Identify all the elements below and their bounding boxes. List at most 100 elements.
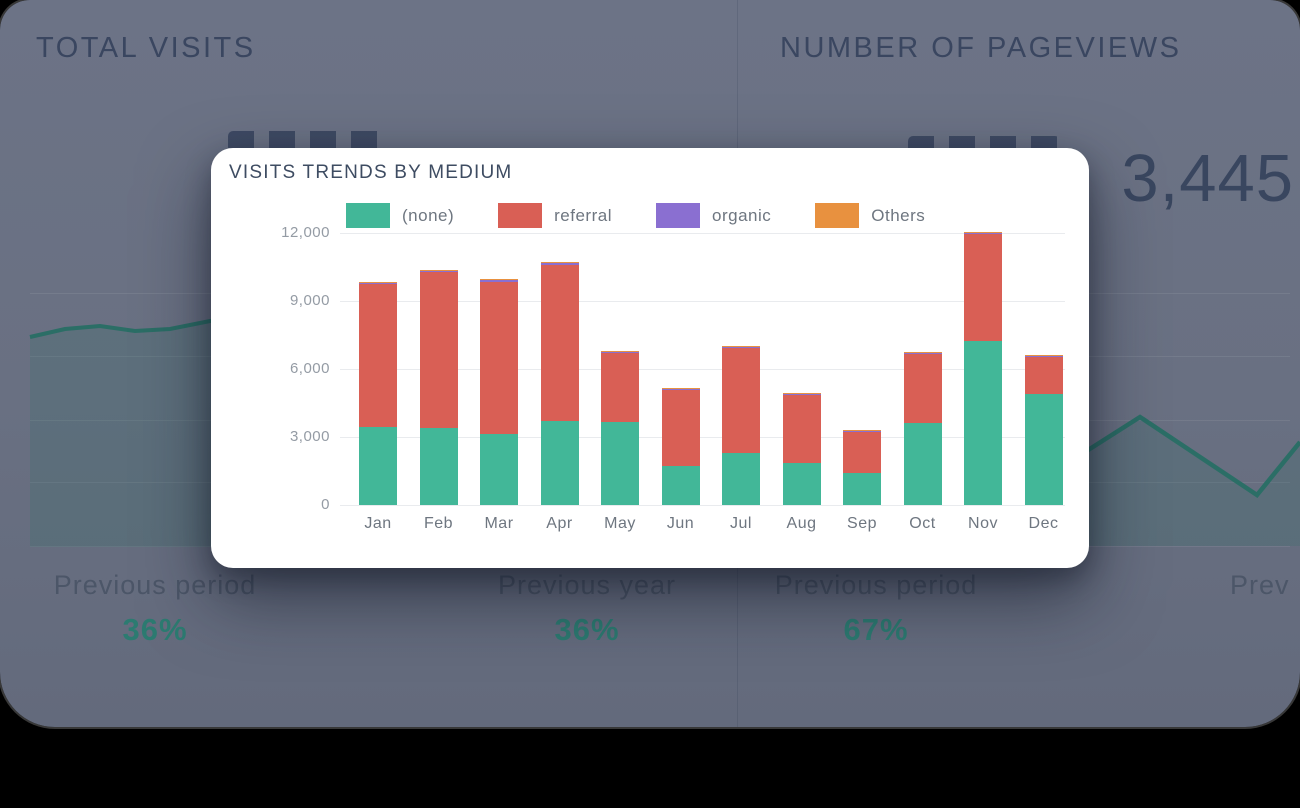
visits-trends-modal: VISITS TRENDS BY MEDIUM (none) referral or…	[211, 148, 1089, 568]
bar-segment-none-may	[601, 422, 639, 505]
y-axis-tick: 12,000	[281, 224, 330, 241]
bar-jun[interactable]	[661, 233, 700, 505]
bar-nov[interactable]	[964, 231, 1002, 505]
x-axis-tick-jan: Jan	[364, 515, 392, 532]
bar-segment-none-sep	[843, 473, 881, 505]
x-axis-tick-may: May	[604, 515, 636, 532]
bar-segment-organic-jan	[359, 282, 397, 284]
bar-segment-organic-apr	[540, 263, 579, 265]
bar-jan[interactable]	[359, 233, 397, 505]
x-axis-tick-dec: Dec	[1028, 515, 1059, 532]
bar-segment-referral-sep	[843, 432, 881, 474]
bar-segment-referral-aug	[782, 394, 821, 464]
bar-segment-Others-jul	[722, 346, 760, 348]
legend-label: Others	[871, 205, 926, 225]
bar-segment-Others-mar	[480, 279, 518, 281]
y-axis-tick: 0	[321, 496, 330, 513]
legend-item-organic[interactable]: organic	[656, 203, 771, 228]
chart-gridline	[340, 437, 1065, 438]
bar-feb[interactable]	[419, 233, 458, 505]
bar-apr[interactable]	[540, 233, 579, 505]
compare-label: Previous period	[53, 570, 257, 600]
x-axis-tick-mar: Mar	[484, 515, 514, 532]
pageviews-line-chart	[1059, 414, 1300, 546]
bar-segment-Others-jun	[661, 388, 700, 389]
legend-item-none[interactable]: (none)	[346, 203, 454, 228]
bar-segment-referral-oct	[903, 354, 942, 424]
bar-segment-organic-mar	[480, 280, 518, 282]
compare-label-clipped: Prev	[1230, 570, 1290, 600]
bar-segment-referral-apr	[540, 264, 579, 422]
bar-segment-organic-jul	[722, 347, 760, 349]
bar-may[interactable]	[601, 233, 639, 505]
chart-legend: (none) referral organic Others	[346, 203, 925, 228]
bar-segment-referral-mar	[480, 281, 518, 434]
bar-segment-none-apr	[540, 421, 579, 505]
bar-segment-organic-may	[601, 351, 639, 353]
y-axis-tick: 6,000	[289, 360, 330, 377]
compare-label: Previous year	[497, 570, 677, 600]
bar-segment-Others-jan	[359, 281, 397, 283]
chart-gridline	[340, 301, 1065, 302]
legend-swatch	[498, 203, 543, 228]
pageviews-title: NUMBER OF PAGEVIEWS	[780, 32, 1182, 64]
bar-segment-referral-jan	[359, 283, 397, 427]
y-axis-tick: 9,000	[289, 292, 330, 309]
bar-segment-Others-sep	[843, 430, 881, 431]
bar-segment-referral-jul	[722, 348, 760, 453]
bar-segment-none-feb	[419, 427, 458, 505]
bar-segment-referral-nov	[964, 233, 1002, 341]
bar-segment-none-nov	[964, 340, 1002, 505]
legend-swatch	[815, 203, 860, 228]
bar-segment-Others-oct	[903, 352, 942, 353]
clipped-pageviews-number	[908, 136, 1060, 148]
chart-gridline	[340, 505, 1065, 506]
x-axis-tick-sep: Sep	[847, 515, 877, 532]
legend-item-Others[interactable]: Others	[815, 203, 925, 228]
compare-label: Previous period	[774, 570, 978, 600]
legend-label: referral	[554, 205, 612, 225]
bar-mar[interactable]	[480, 233, 518, 505]
bar-segment-referral-may	[601, 352, 639, 423]
bar-aug[interactable]	[782, 233, 821, 505]
bar-segment-none-aug	[782, 463, 821, 505]
x-axis-tick-nov: Nov	[968, 515, 998, 532]
legend-item-referral[interactable]: referral	[498, 203, 612, 228]
x-axis-tick-feb: Feb	[423, 515, 454, 532]
bar-dec[interactable]	[1024, 233, 1063, 505]
bar-oct[interactable]	[903, 233, 942, 505]
bar-segment-Others-aug	[782, 392, 821, 394]
x-axis-tick-jul: Jul	[730, 515, 752, 532]
x-axis-tick-aug: Aug	[786, 515, 817, 532]
bar-segment-organic-oct	[903, 352, 942, 355]
bar-segment-Others-nov	[964, 231, 1002, 233]
bar-segment-organic-jun	[661, 388, 700, 391]
bar-sep[interactable]	[843, 233, 881, 505]
bar-segment-Others-dec	[1024, 355, 1063, 357]
bar-jul[interactable]	[722, 233, 760, 505]
bar-segment-none-jan	[359, 426, 397, 505]
legend-label: (none)	[402, 205, 455, 225]
bar-segment-none-jul	[722, 452, 760, 505]
clipped-total-visits-number	[228, 131, 385, 148]
compare-value: 36%	[554, 612, 620, 647]
bar-segment-referral-jun	[661, 390, 700, 467]
compare-value: 36%	[122, 612, 188, 647]
bar-segment-organic-dec	[1024, 356, 1063, 358]
bar-segment-organic-feb	[419, 271, 458, 273]
compare-value: 67%	[843, 612, 909, 647]
chart-gridline	[340, 369, 1065, 370]
bar-segment-none-jun	[661, 466, 700, 505]
legend-swatch	[346, 203, 390, 228]
x-axis-tick-jun: Jun	[666, 515, 695, 532]
legend-label: organic	[712, 205, 772, 225]
modal-title: VISITS TRENDS BY MEDIUM	[229, 162, 513, 183]
bar-segment-none-oct	[903, 423, 942, 505]
legend-swatch	[656, 203, 700, 228]
bar-segment-organic-aug	[782, 393, 821, 395]
y-axis-tick: 3,000	[289, 428, 330, 445]
total-visits-title: TOTAL VISITS	[36, 32, 256, 64]
x-axis-tick-oct: Oct	[909, 515, 936, 532]
bar-segment-Others-apr	[540, 262, 579, 264]
